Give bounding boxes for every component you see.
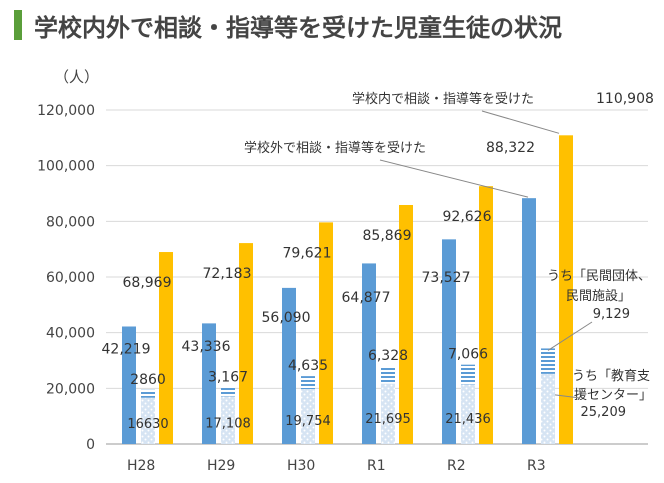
title-accent-bar — [14, 10, 22, 40]
bar-center — [141, 397, 155, 444]
annotation-outside-leader — [379, 159, 529, 198]
annotation-inside-value: 110,908 — [596, 91, 654, 107]
bar-private — [221, 387, 235, 397]
annotation-outside-label: 学校外で相談・指導等を受けた — [244, 140, 426, 156]
bar-center — [381, 383, 395, 444]
data-label-center: 19,754 — [285, 414, 331, 429]
annotation-center-value: 25,209 — [581, 405, 627, 420]
annotation-center-leader — [554, 394, 581, 399]
data-label-inside: 92,626 — [443, 209, 492, 225]
annotation-center-line1: うち「教育支 — [572, 368, 650, 384]
bar-private — [301, 376, 315, 390]
bar-outside — [202, 323, 216, 444]
data-label-center: 21,436 — [445, 412, 491, 427]
bar-center — [301, 389, 315, 444]
annotation-private-line2: 民間施設」 — [566, 288, 631, 304]
data-label-center: 17,108 — [205, 416, 251, 431]
bar-outside — [122, 326, 136, 444]
bar-outside — [522, 198, 536, 444]
data-label-inside: 72,183 — [203, 266, 252, 282]
data-label-center: 16630 — [127, 417, 168, 432]
x-tick-label: R3 — [527, 458, 546, 474]
data-label-inside: 85,869 — [363, 228, 412, 244]
bar-private — [461, 364, 475, 385]
bar-private — [141, 389, 155, 398]
y-tick-label: 60,000 — [46, 270, 95, 286]
data-label-outside: 56,090 — [262, 310, 311, 326]
bar-center — [541, 373, 555, 444]
annotation-inside-label: 学校内で相談・指導等を受けた — [352, 91, 534, 107]
y-tick-label: 100,000 — [37, 159, 95, 175]
bar-center — [221, 396, 235, 444]
y-tick-label: 80,000 — [46, 214, 95, 230]
data-label-outside: 42,219 — [102, 342, 151, 358]
y-tick-label: 0 — [86, 437, 95, 453]
x-tick-label: H30 — [287, 458, 315, 474]
y-axis-unit: （人） — [54, 68, 99, 86]
bar-inside — [239, 243, 253, 444]
annotation-private-line1: うち「民間団体、 — [547, 269, 651, 284]
bar-inside — [479, 186, 493, 444]
bar-center — [461, 384, 475, 444]
data-label-outside: 73,527 — [422, 270, 471, 286]
x-tick-label: R2 — [447, 458, 466, 474]
data-label-inside: 68,969 — [123, 275, 172, 291]
x-tick-label: H29 — [207, 458, 235, 474]
annotation-center-line2: 援センター」 — [574, 388, 652, 403]
data-label-outside: 43,336 — [182, 339, 231, 355]
bar-outside — [362, 263, 376, 444]
annotation-outside-value: 88,322 — [486, 140, 535, 156]
annotation-private-leader — [547, 321, 593, 351]
x-tick-label: R1 — [367, 458, 386, 474]
annotation-private-value: 9,129 — [593, 307, 630, 322]
chart-title: 学校内外で相談・指導等を受けた児童生徒の状況 — [34, 14, 562, 42]
data-label-private: 3,167 — [208, 370, 248, 386]
data-label-private: 7,066 — [448, 347, 488, 363]
y-tick-label: 40,000 — [46, 326, 95, 342]
bar-outside — [442, 239, 456, 444]
bar-private — [541, 348, 555, 374]
data-label-outside: 64,877 — [342, 290, 391, 306]
bar-inside — [319, 222, 333, 444]
data-label-center: 21,695 — [365, 412, 411, 427]
y-tick-label: 20,000 — [46, 381, 95, 397]
data-label-private: 6,328 — [368, 348, 408, 364]
bar-private — [381, 366, 395, 384]
y-tick-label: 120,000 — [37, 103, 95, 119]
data-label-private: 4,635 — [288, 358, 328, 374]
bar-outside — [282, 287, 296, 444]
annotation-inside-leader — [481, 110, 560, 134]
bar-inside — [559, 135, 573, 444]
bar-inside — [399, 204, 413, 444]
data-label-private: 2860 — [130, 372, 166, 388]
x-tick-label: H28 — [127, 458, 155, 474]
data-label-inside: 79,621 — [283, 245, 332, 261]
bar-inside — [159, 252, 173, 444]
